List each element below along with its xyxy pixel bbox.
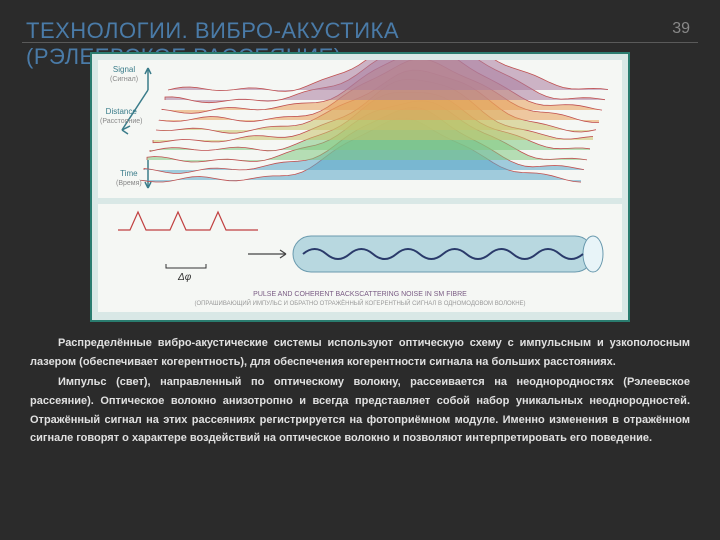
- fiber-caption: PULSE AND COHERENT BACKSCATTERING NOISE …: [98, 291, 622, 308]
- waterfall-svg: [98, 60, 622, 198]
- figure-container: Signal (Сигнал) Distance (Расстояние) Ti…: [90, 52, 630, 322]
- paragraph-1: Распределённые вибро-акустические систем…: [30, 334, 690, 371]
- axis-time: Time (Время): [116, 170, 142, 188]
- title-line1: ТЕХНОЛОГИИ. ВИБРО-АКУСТИКА: [26, 18, 399, 43]
- delta-phi-label: Δφ: [178, 272, 191, 283]
- page-number: 39: [672, 20, 690, 38]
- bottom-panel-fiber: Δφ PULSE AND COHERENT BACKSCATTERING NOI…: [98, 204, 622, 312]
- axis-distance: Distance (Расстояние): [100, 108, 142, 126]
- top-panel-3d-waterfall: Signal (Сигнал) Distance (Расстояние) Ti…: [98, 60, 622, 198]
- body-text: Распределённые вибро-акустические систем…: [30, 334, 690, 450]
- axis-signal: Signal (Сигнал): [110, 66, 138, 84]
- paragraph-2: Импульс (свет), направленный по оптическ…: [30, 373, 690, 448]
- title-rule: [22, 42, 698, 43]
